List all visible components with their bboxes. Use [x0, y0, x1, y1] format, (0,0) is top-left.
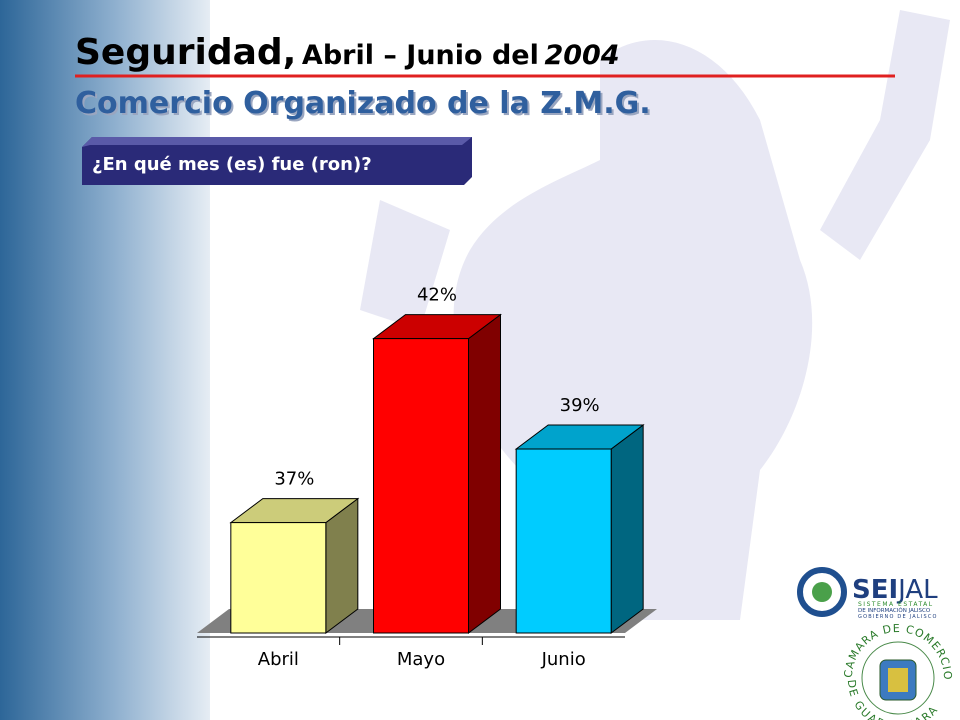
title: Seguridad, Abril – Junio del 2004 — [75, 32, 620, 73]
seal-center — [888, 668, 908, 692]
seijal-logo: SEIJAL SISTEMA ESTATAL DE INFORMACIÓN JA… — [797, 567, 938, 620]
question-box — [82, 137, 472, 185]
value-label: 39% — [560, 395, 600, 416]
bar-side — [468, 313, 501, 634]
bar — [373, 338, 469, 634]
x-tick-label: Mayo — [397, 649, 445, 670]
seijal-mark — [797, 567, 847, 617]
seijal-line: SISTEMA ESTATAL — [858, 601, 934, 608]
seijal-line: DE INFORMACIÓN JALISCO — [858, 607, 931, 614]
x-tick-label: Junio — [541, 649, 586, 670]
bar-side — [610, 424, 644, 634]
question-bevel — [82, 137, 472, 147]
title-part: Abril – Junio del — [302, 40, 539, 71]
bar — [230, 522, 327, 634]
question: ¿En qué mes (es) fue (ron)? — [92, 154, 372, 175]
seijal-name-a: SEI — [852, 575, 898, 605]
seijal-line: GOBIERNO DE JALISCO — [858, 614, 938, 620]
value-label: 42% — [417, 285, 457, 306]
seijal-name-b: JAL — [896, 575, 938, 605]
subtitle: Comercio Organizado de la Z.M.G. — [75, 86, 651, 121]
title-part: 2004 — [544, 40, 619, 71]
x-tick-label: Abril — [258, 649, 299, 670]
seijal-name: SEIJAL — [852, 575, 938, 605]
chart: 37% Abril 42% Mayo 39% Junio — [197, 285, 657, 670]
subtitle-shadow: Comercio Organizado de la Z.M.G. — [77, 88, 653, 123]
title-part: Seguridad, — [75, 32, 296, 73]
value-label: 37% — [274, 469, 314, 490]
bar — [515, 448, 612, 634]
seal-ring — [861, 641, 935, 715]
side-strip — [0, 0, 210, 720]
seijal-mark — [812, 582, 832, 602]
